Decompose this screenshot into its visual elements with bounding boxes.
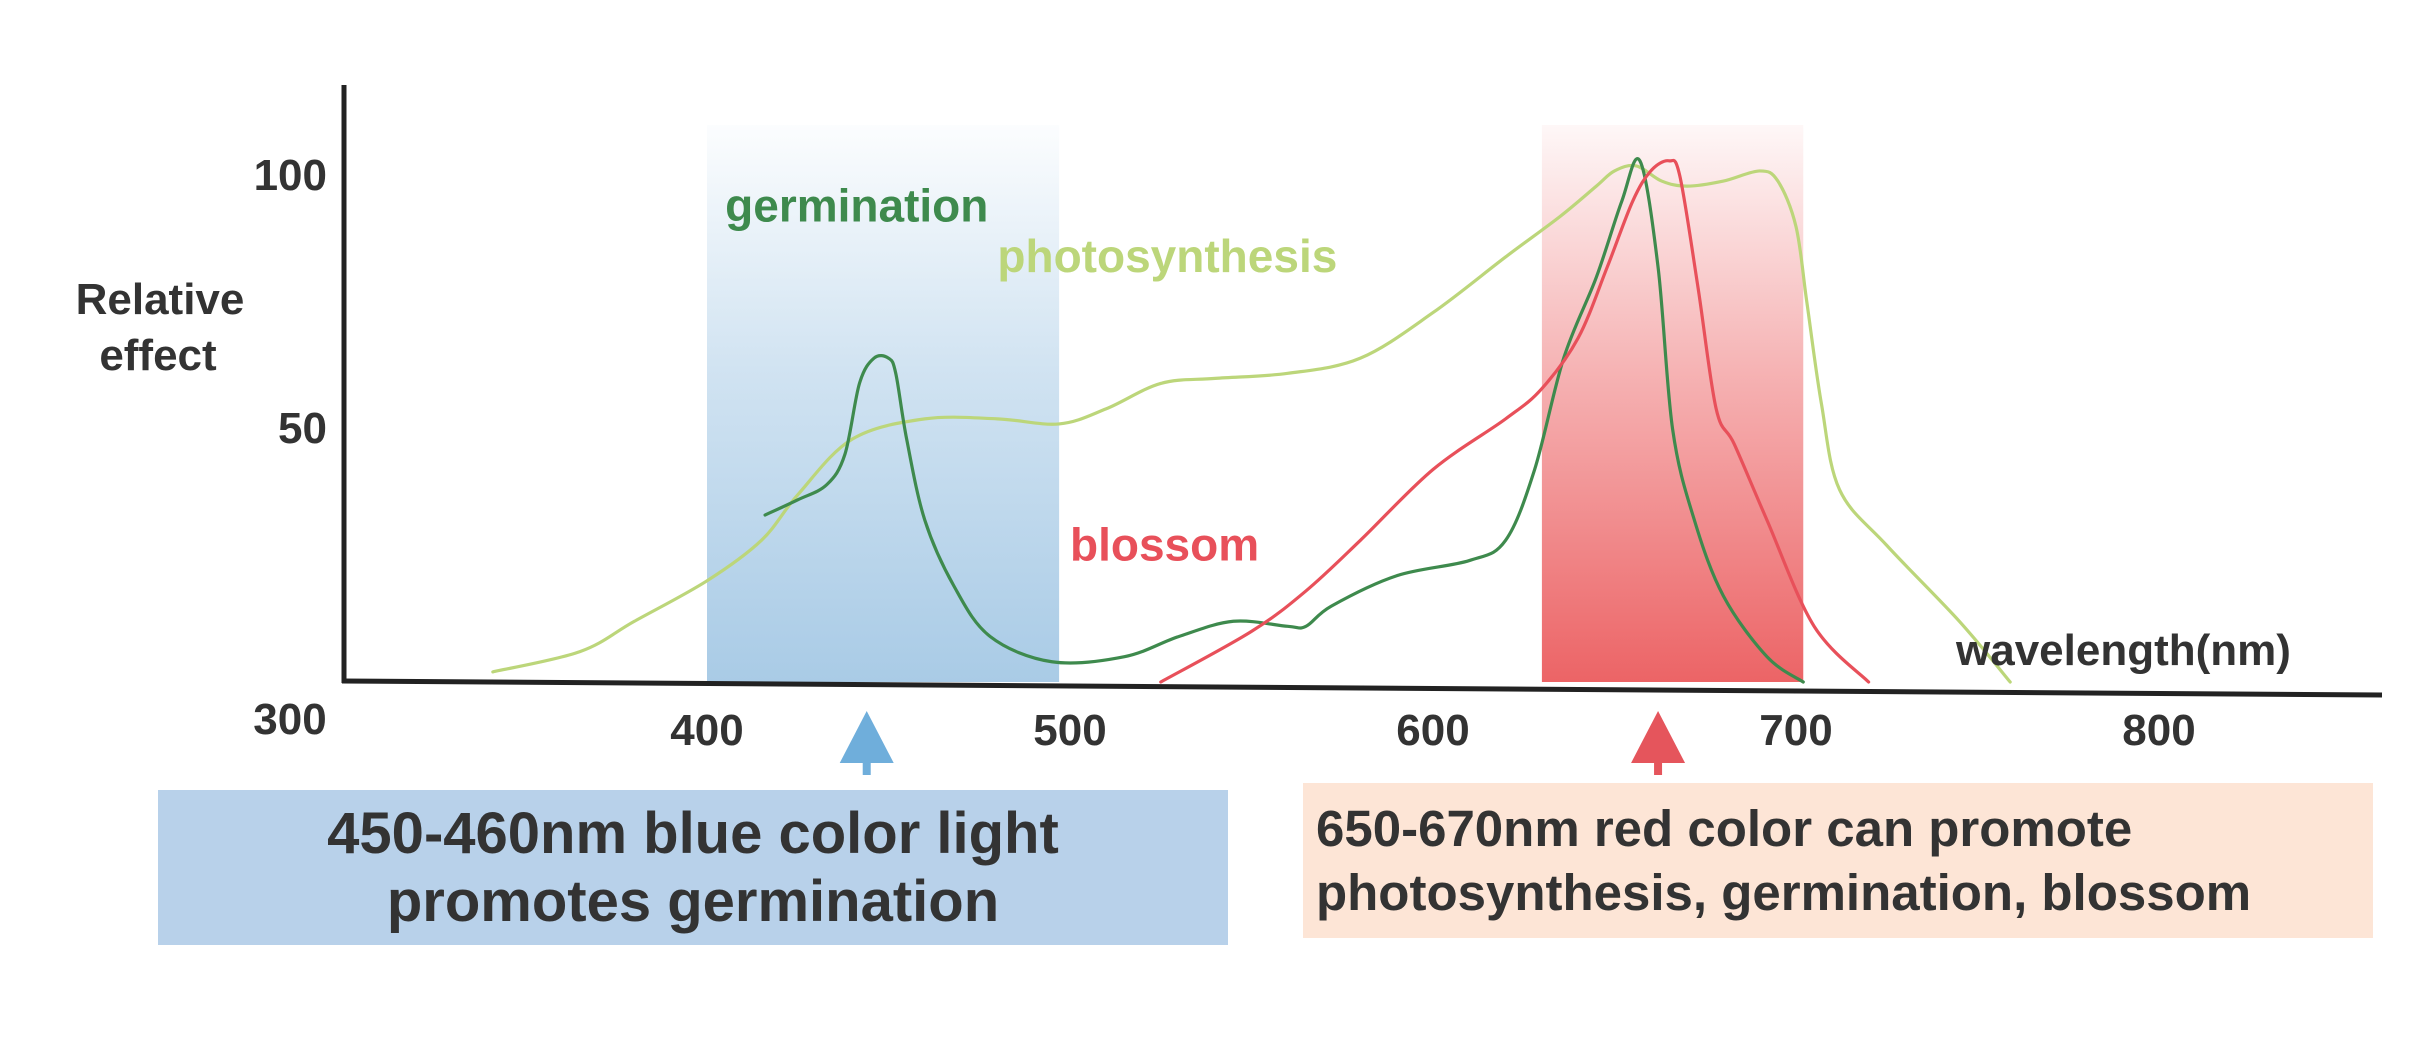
x-tick-500: 500 bbox=[1033, 706, 1106, 755]
photosynthesis-curve bbox=[491, 163, 2012, 684]
y-axis-title-line-1: Relative bbox=[76, 275, 245, 324]
x-tick-300: 300 bbox=[253, 695, 326, 744]
blue-band bbox=[707, 125, 1060, 682]
germination-label: germination bbox=[725, 180, 988, 232]
blue-light-callout: 450-460nm blue color light promotes germ… bbox=[158, 790, 1228, 945]
red-light-callout: 650-670nm red color can promote photosyn… bbox=[1303, 783, 2373, 938]
x-axis-line bbox=[341, 678, 2383, 698]
y-axis-title-line-2: effect bbox=[99, 331, 217, 380]
blossom-curve bbox=[1159, 158, 1871, 684]
red-callout-line-2: photosynthesis, germination, blossom bbox=[1316, 864, 2252, 921]
blossom-label: blossom bbox=[1070, 519, 1259, 571]
blue-arrow-icon bbox=[839, 711, 894, 775]
x-tick-700: 700 bbox=[1759, 706, 1832, 755]
red-band bbox=[1541, 125, 1804, 682]
x-tick-600: 600 bbox=[1396, 706, 1469, 755]
x-tick-800: 800 bbox=[2122, 706, 2195, 755]
germination-curve bbox=[763, 157, 1805, 684]
y-tick-50: 50 bbox=[278, 404, 327, 453]
red-arrow-icon bbox=[1631, 711, 1686, 775]
y-tick-100: 100 bbox=[254, 151, 327, 200]
blue-callout-line-2: promotes germination bbox=[386, 869, 1000, 934]
axes bbox=[341, 85, 2383, 698]
x-tick-400: 400 bbox=[670, 706, 743, 755]
blue-callout-line-1: 450-460nm blue color light bbox=[327, 801, 1059, 866]
x-axis-title: wavelength(nm) bbox=[1955, 626, 2291, 675]
photosynthesis-label: photosynthesis bbox=[997, 230, 1337, 282]
red-callout-line-1: 650-670nm red color can promote bbox=[1316, 800, 2133, 857]
